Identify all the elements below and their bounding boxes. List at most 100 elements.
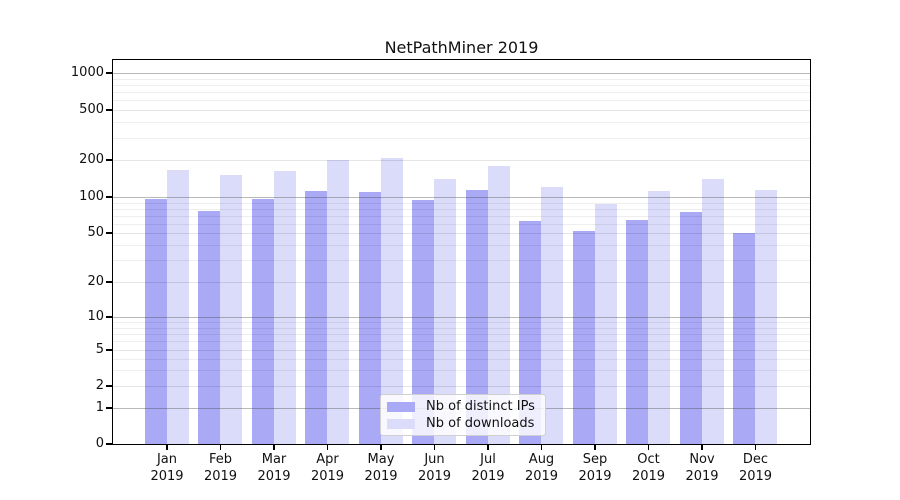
gridline (113, 223, 810, 225)
y-tick-label: 500 (79, 102, 104, 117)
y-tick-label: 1 (95, 400, 104, 415)
gridline (113, 122, 810, 124)
y-tick-mark (106, 349, 113, 351)
x-tick-mark (487, 444, 489, 450)
legend-swatch-distinct-ips (387, 401, 415, 412)
gridline (113, 92, 810, 93)
y-tick-mark (106, 72, 113, 74)
y-tick-label: 20 (87, 274, 104, 289)
bar-distinct-ips-jan (144, 198, 167, 444)
y-tick-mark (106, 385, 113, 387)
gridline (113, 233, 810, 234)
bar-downloads-dec (755, 190, 777, 444)
x-tick-mark (219, 444, 222, 450)
gridline (113, 100, 810, 102)
legend-swatch-downloads (387, 418, 415, 429)
y-tick-label: 50 (87, 225, 104, 240)
x-tick-label-jan: Jan 2019 (150, 452, 184, 484)
y-tick-mark (106, 232, 113, 234)
x-tick-label-sep: Sep 2019 (578, 452, 612, 484)
y-tick-mark (106, 281, 113, 283)
gridline (113, 334, 810, 335)
y-tick-label: 1000 (70, 65, 104, 80)
legend-label-downloads: Nb of downloads (426, 416, 535, 431)
gridline (113, 370, 810, 372)
gridline (113, 260, 810, 262)
bar-distinct-ips-sep (572, 231, 595, 444)
bar-distinct-ips-apr (305, 191, 327, 444)
gridline (113, 350, 810, 351)
bar-distinct-ips-nov (679, 211, 702, 444)
gridline (113, 327, 810, 329)
x-tick-label-jul: Jul 2019 (471, 452, 505, 484)
gridline (113, 215, 810, 217)
gridline (113, 137, 810, 139)
gridline (113, 358, 810, 360)
gridline (113, 197, 810, 198)
x-tick-mark (433, 444, 436, 450)
x-tick-label-nov: Nov 2019 (685, 452, 719, 484)
bar-downloads-feb (220, 175, 242, 444)
x-tick-mark (754, 444, 757, 450)
bar-distinct-ips-aug (519, 221, 541, 444)
x-tick-label-dec: Dec 2019 (738, 452, 773, 484)
x-tick-mark (594, 444, 596, 450)
y-tick-mark (106, 109, 113, 111)
gridline (113, 317, 810, 318)
y-tick-label: 200 (79, 152, 104, 167)
plot-area (112, 59, 811, 445)
bar-downloads-jun (434, 179, 456, 444)
x-tick-mark (540, 444, 543, 450)
bar-distinct-ips-may (358, 192, 381, 444)
gridline (113, 244, 810, 246)
bar-distinct-ips-feb (198, 210, 220, 444)
gridline (113, 202, 810, 204)
bar-downloads-sep (594, 203, 617, 444)
x-tick-label-apr: Apr 2019 (310, 452, 345, 484)
bar-distinct-ips-dec (733, 233, 755, 444)
gridline (113, 84, 810, 86)
bar-downloads-may (380, 158, 403, 444)
bar-downloads-oct (648, 191, 670, 444)
bar-downloads-mar (273, 170, 296, 444)
bar-downloads-nov (701, 179, 724, 444)
x-tick-mark (273, 444, 275, 450)
y-tick-mark (106, 407, 113, 409)
gridline (113, 322, 810, 323)
gridline (113, 110, 810, 111)
gridline (113, 341, 810, 343)
gridline (113, 78, 810, 80)
y-tick-label: 100 (79, 189, 104, 204)
gridline (113, 386, 810, 387)
x-tick-mark (166, 444, 168, 450)
x-tick-mark (380, 444, 382, 450)
bar-distinct-ips-oct (626, 220, 648, 444)
legend: Nb of distinct IPs Nb of downloads (380, 394, 546, 436)
x-tick-label-mar: Mar 2019 (257, 452, 291, 484)
x-tick-label-aug: Aug 2019 (524, 452, 559, 484)
legend-item-distinct-ips: Nb of distinct IPs (387, 398, 537, 415)
y-tick-label: 5 (95, 342, 104, 357)
chart-title: NetPathMiner 2019 (384, 38, 539, 57)
bar-downloads-jul (487, 166, 510, 444)
y-tick-label: 10 (87, 309, 104, 324)
y-tick-mark (106, 443, 113, 445)
bar-downloads-apr (327, 160, 349, 444)
bar-distinct-ips-jun (412, 200, 434, 444)
x-tick-mark (647, 444, 650, 450)
bar-downloads-aug (541, 186, 563, 444)
legend-item-downloads: Nb of downloads (387, 415, 537, 432)
y-tick-mark (106, 159, 113, 161)
legend-label-distinct-ips: Nb of distinct IPs (426, 399, 535, 414)
bar-distinct-ips-mar (251, 198, 274, 444)
x-tick-label-oct: Oct 2019 (631, 452, 666, 484)
gridline (113, 208, 810, 210)
x-tick-label-feb: Feb 2019 (203, 452, 238, 484)
bar-downloads-jan (166, 170, 189, 444)
gridline (113, 282, 810, 283)
bar-distinct-ips-jul (465, 189, 488, 444)
y-tick-mark (106, 196, 113, 198)
gridline (113, 160, 810, 161)
x-tick-label-may: May 2019 (364, 452, 398, 484)
